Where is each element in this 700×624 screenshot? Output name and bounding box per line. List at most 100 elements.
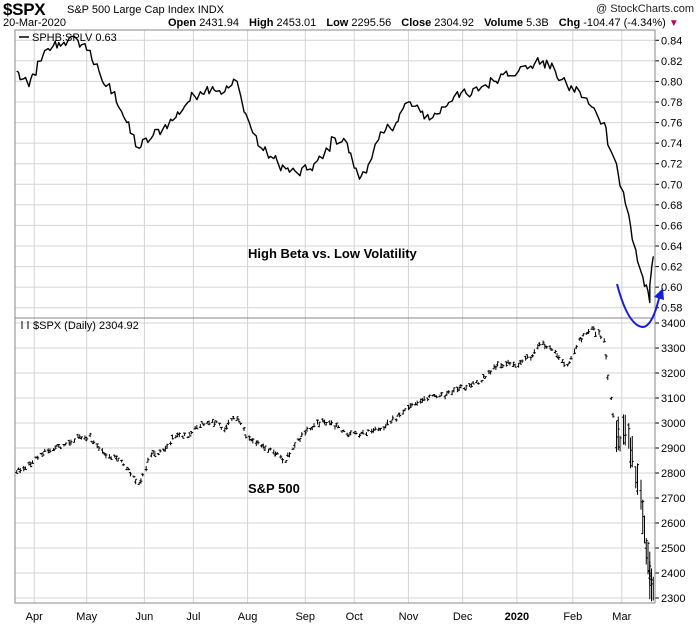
y-tick-label: 3200 bbox=[661, 368, 685, 380]
y-tick-label: 3100 bbox=[661, 393, 685, 405]
high-label: High bbox=[249, 17, 274, 29]
ohlc-bar bbox=[483, 376, 487, 379]
ohlc-bar bbox=[434, 395, 438, 399]
y-tick-label: 2300 bbox=[661, 593, 685, 605]
upper-legend-label: SPHB:SPLV 0.63 bbox=[32, 32, 117, 44]
ohlc-bar bbox=[158, 449, 162, 453]
ohlc-bar bbox=[128, 471, 132, 477]
ohlc-bar bbox=[309, 428, 313, 431]
x-tick-label: 2020 bbox=[505, 611, 529, 623]
ohlc-bar bbox=[291, 447, 295, 450]
ohlc-bar bbox=[476, 382, 480, 385]
ohlc-bar bbox=[43, 448, 47, 453]
ohlc-bar bbox=[462, 387, 466, 390]
ohlc-bar bbox=[373, 426, 377, 431]
ohlc-bar bbox=[391, 415, 395, 421]
highlight-arc bbox=[616, 283, 661, 329]
ohlc-bar bbox=[244, 434, 248, 439]
ohlc-bar bbox=[183, 432, 187, 437]
ohlc-bar bbox=[132, 475, 136, 478]
ohlc-bar bbox=[225, 424, 229, 430]
ohlc-bar bbox=[345, 432, 349, 437]
ohlc-bar bbox=[121, 463, 125, 466]
y-tick-label: 0.58 bbox=[661, 303, 682, 315]
y-tick-label: 0.74 bbox=[661, 138, 682, 150]
ohlc-bar bbox=[153, 451, 157, 458]
x-tick-label: Nov bbox=[399, 611, 419, 623]
x-tick-label: Jul bbox=[186, 611, 200, 623]
ohlc-bar bbox=[336, 425, 340, 429]
ohlc-bar bbox=[293, 442, 297, 448]
ohlc-bar bbox=[218, 422, 222, 426]
ohlc-bar bbox=[305, 426, 309, 432]
ohlc-bar bbox=[616, 416, 620, 451]
ohlc-bar bbox=[525, 354, 529, 359]
ohlc-bar bbox=[573, 348, 577, 355]
ohlc-bar bbox=[303, 430, 307, 436]
ohlc-bar bbox=[72, 438, 76, 443]
ohlc-bar bbox=[198, 424, 202, 428]
ohlc-bar bbox=[471, 380, 475, 385]
ohlc-bar bbox=[504, 361, 508, 367]
ohlc-bar bbox=[447, 390, 451, 394]
ohlc-bar bbox=[501, 364, 505, 368]
ohlc-bar bbox=[146, 457, 150, 463]
y-tick-label: 0.60 bbox=[661, 282, 682, 294]
ohlc-bar bbox=[83, 435, 87, 440]
ohlc-bar bbox=[636, 463, 640, 495]
ohlc-bar bbox=[23, 466, 27, 471]
low-label: Low bbox=[326, 17, 349, 29]
ohlc-bar bbox=[480, 379, 484, 383]
lower-legend-label: $SPX (Daily) 2304.92 bbox=[33, 320, 139, 332]
ohlc-bar bbox=[378, 427, 382, 431]
volume-label: Volume bbox=[484, 17, 524, 29]
ohlc-bar bbox=[597, 329, 601, 335]
ohlc-bar bbox=[499, 362, 503, 369]
ratio-line bbox=[16, 35, 654, 304]
ohlc-bar bbox=[520, 359, 524, 364]
ohlc-bar bbox=[288, 452, 292, 458]
ohlc-bar bbox=[611, 412, 615, 418]
ohlc-bar bbox=[606, 374, 610, 381]
ohlc-bar bbox=[95, 443, 99, 449]
x-tick-label: Jun bbox=[136, 611, 154, 623]
ohlc-bar bbox=[354, 430, 358, 435]
ohlc-bar bbox=[212, 421, 216, 427]
ohlc-bar bbox=[580, 338, 584, 343]
ohlc-bar bbox=[275, 451, 279, 455]
ohlc-bar bbox=[566, 364, 570, 367]
ohlc-bar bbox=[67, 439, 71, 446]
ohlc-bar bbox=[629, 437, 633, 469]
high-value: 2453.01 bbox=[276, 17, 317, 29]
ohlc-bar bbox=[513, 363, 517, 368]
open-label: Open bbox=[168, 17, 197, 29]
ohlc-bar bbox=[562, 361, 566, 368]
ohlc-bar bbox=[609, 396, 613, 401]
ohlc-bar bbox=[251, 438, 255, 444]
ohlc-bar bbox=[536, 343, 540, 350]
ohlc-bar bbox=[104, 453, 108, 459]
ohlc-bar bbox=[403, 408, 407, 412]
ohlc-bar bbox=[281, 458, 285, 464]
ohlc-bar bbox=[531, 354, 535, 358]
ohlc-bar bbox=[361, 429, 365, 435]
low-value: 2295.56 bbox=[351, 17, 392, 29]
y-tick-label: 3400 bbox=[661, 318, 685, 330]
ohlc-bar bbox=[560, 359, 564, 363]
ohlc-bar bbox=[459, 384, 463, 389]
ohlc-bar bbox=[419, 398, 423, 404]
ohlc-bar bbox=[639, 479, 643, 510]
y-tick-label: 2700 bbox=[661, 493, 685, 505]
ohlc-bar bbox=[438, 394, 442, 398]
ohlc-bar bbox=[548, 345, 552, 350]
ohlc-bar bbox=[646, 541, 650, 575]
lower-panel-frame bbox=[14, 317, 656, 604]
ohlc-bar bbox=[41, 452, 45, 457]
ohlc-bar bbox=[357, 433, 361, 438]
ohlc-bar bbox=[457, 386, 461, 392]
ohlc-bar bbox=[396, 413, 400, 417]
ohlc-bar bbox=[634, 466, 638, 489]
ohlc-bar bbox=[57, 443, 61, 448]
ohlc-bar bbox=[410, 402, 414, 407]
